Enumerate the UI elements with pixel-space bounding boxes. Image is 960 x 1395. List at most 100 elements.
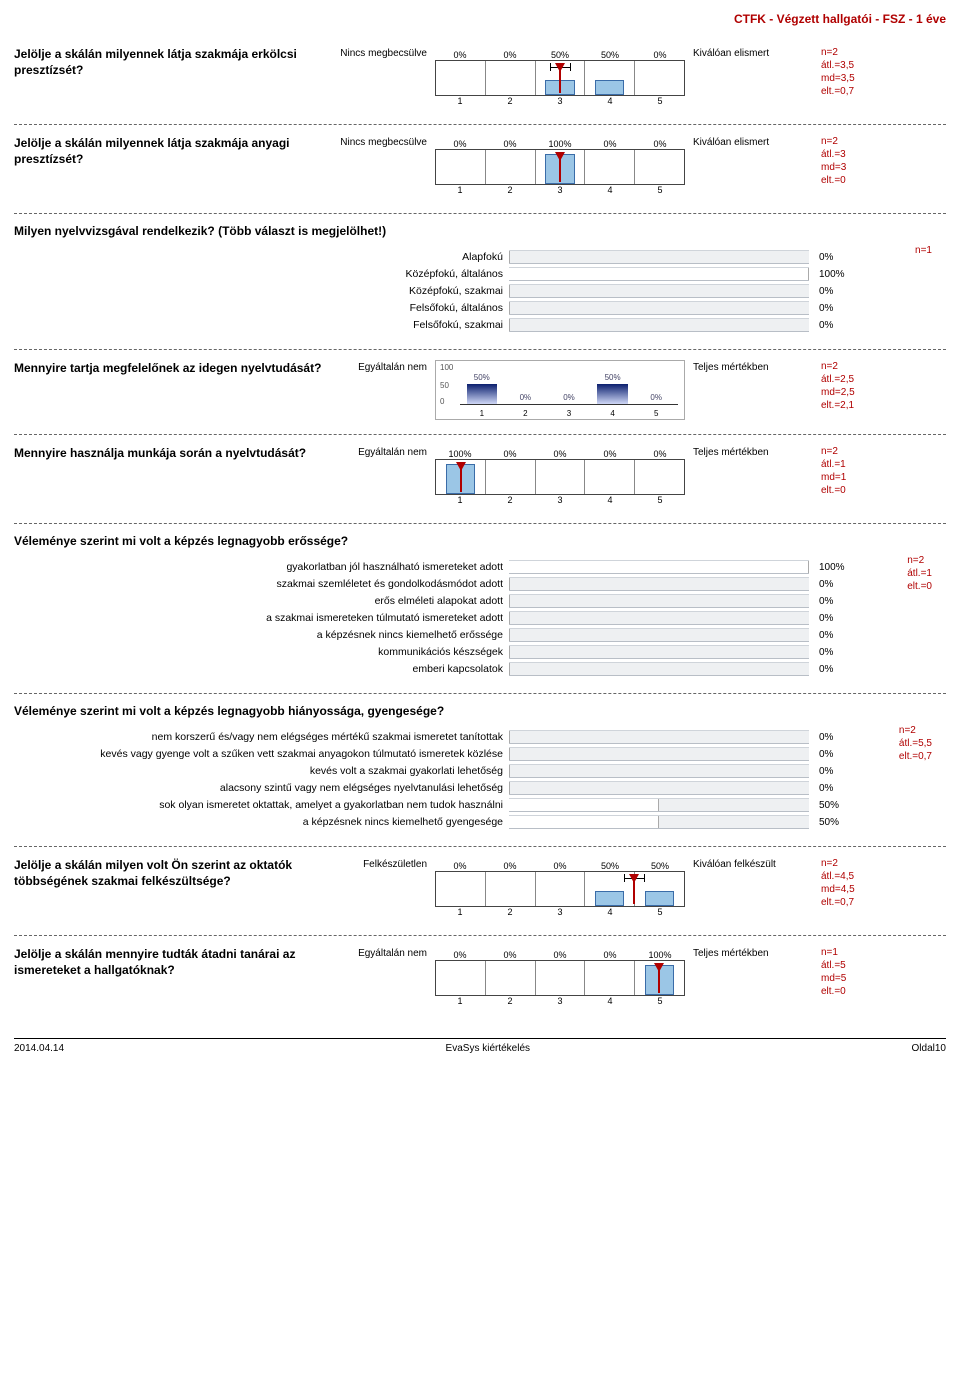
hbar-value: 0% — [809, 783, 859, 794]
list-item: Felsőfokú, szakmai 0% — [14, 318, 946, 332]
hbar-label: emberi kapcsolatok — [14, 663, 509, 675]
q6-question: Véleménye szerint mi volt a képzés legna… — [14, 534, 946, 548]
hbar-value: 50% — [809, 800, 859, 811]
hbar-value: 0% — [809, 664, 859, 675]
hbar-label: alacsony szintű vagy nem elégséges nyelv… — [14, 782, 509, 794]
q3-question: Milyen nyelvvizsgával rendelkezik? (Több… — [14, 224, 946, 238]
list-item: Felsőfokú, általános0% — [14, 301, 946, 315]
q2-left-label: Nincs megbecsülve — [337, 135, 427, 149]
q8-left-label: Felkészületlen — [337, 857, 427, 871]
q1-question: Jelölje a skálán milyennek látja szakmáj… — [14, 46, 329, 78]
q1-section: Jelölje a skálán milyennek látja szakmáj… — [14, 36, 946, 125]
q9-question: Jelölje a skálán mennyire tudták átadni … — [14, 946, 329, 978]
hbar-label: erős elméleti alapokat adott — [14, 595, 509, 607]
q1-stats: n=2átl.=3,5md=3,5elt.=0,7 — [821, 46, 901, 98]
hbar-track — [509, 815, 809, 829]
hbar-track — [509, 781, 809, 795]
q2-section: Jelölje a skálán milyennek látja szakmáj… — [14, 125, 946, 214]
q3-section: Milyen nyelvvizsgával rendelkezik? (Több… — [14, 214, 946, 350]
hbar-value: 0% — [809, 303, 859, 314]
q4-section: Mennyire tartja megfelelőnek az idegen n… — [14, 350, 946, 435]
footer-center: EvaSys kiértékelés — [446, 1043, 530, 1054]
q3-stats: n=1 — [915, 244, 932, 257]
hbar-label: szakmai szemléletet és gondolkodásmódot … — [14, 578, 509, 590]
footer-date: 2014.04.14 — [14, 1043, 64, 1054]
list-item: gyakorlatban jól használható ismereteket… — [14, 560, 946, 574]
hbar-label: Középfokú, szakmai — [14, 285, 509, 297]
list-item: a szakmai ismereteken túlmutató ismerete… — [14, 611, 946, 625]
q4-left-label: Egyáltalán nem — [337, 360, 427, 374]
list-item: kevés volt a szakmai gyakorlati lehetősé… — [14, 764, 946, 778]
list-item: sok olyan ismeretet oktattak, amelyet a … — [14, 798, 946, 812]
q5-question: Mennyire használja munkája során a nyelv… — [14, 445, 329, 461]
hbar-value: 0% — [809, 732, 859, 743]
footer-right: Oldal10 — [912, 1043, 946, 1054]
q2-right-label: Kiválóan elismert — [693, 135, 813, 149]
hbar-label: sok olyan ismeretet oktattak, amelyet a … — [14, 799, 509, 811]
hbar-track — [509, 250, 809, 264]
q3-list: Alapfokú0%Középfokú, általános100%Középf… — [14, 250, 946, 332]
q5-stats: n=2átl.=1md=1elt.=0 — [821, 445, 901, 497]
q9-section: Jelölje a skálán mennyire tudták átadni … — [14, 936, 946, 1024]
list-item: erős elméleti alapokat adott0% — [14, 594, 946, 608]
hbar-track — [509, 560, 809, 574]
hbar-value: 0% — [809, 286, 859, 297]
hbar-label: nem korszerű és/vagy nem elégséges mérté… — [14, 731, 509, 743]
q1-right-label: Kiválóan elismert — [693, 46, 813, 60]
hbar-label: Középfokú, általános — [14, 268, 509, 280]
hbar-track — [509, 628, 809, 642]
list-item: a képzésnek nincs kiemelhető gyengesége 5… — [14, 815, 946, 829]
q5-chart: 100%0%0%0%0%12345 — [435, 445, 685, 509]
q2-chart: 0%0%100%0%0%12345 — [435, 135, 685, 199]
q6-stats: n=2átl.=1elt.=0 — [907, 554, 932, 593]
hbar-track — [509, 267, 809, 281]
hbar-value: 50% — [809, 817, 859, 828]
list-item: kommunikációs készségek0% — [14, 645, 946, 659]
q8-right-label: Kiválóan felkészült — [693, 857, 813, 871]
list-item: Alapfokú0% — [14, 250, 946, 264]
hbar-track — [509, 318, 809, 332]
q2-question: Jelölje a skálán milyennek látja szakmáj… — [14, 135, 329, 167]
q2-stats: n=2átl.=3md=3elt.=0 — [821, 135, 901, 187]
q4-right-label: Teljes mértékben — [693, 360, 813, 374]
list-item: Középfokú, általános 100% — [14, 267, 946, 281]
list-item: kevés vagy gyenge volt a szűken vett sza… — [14, 747, 946, 761]
q7-question: Véleménye szerint mi volt a képzés legna… — [14, 704, 946, 718]
hbar-track — [509, 577, 809, 591]
hbar-label: a szakmai ismereteken túlmutató ismerete… — [14, 612, 509, 624]
hbar-value: 0% — [809, 613, 859, 624]
hbar-track — [509, 798, 809, 812]
hbar-label: kevés volt a szakmai gyakorlati lehetősé… — [14, 765, 509, 777]
hbar-track — [509, 594, 809, 608]
hbar-value: 0% — [809, 320, 859, 331]
q5-right-label: Teljes mértékben — [693, 445, 813, 459]
list-item: Középfokú, szakmai 0% — [14, 284, 946, 298]
hbar-value: 100% — [809, 562, 859, 573]
q7-section: Véleménye szerint mi volt a képzés legna… — [14, 694, 946, 847]
q9-right-label: Teljes mértékben — [693, 946, 813, 960]
q1-chart: 0%0%50%50%0%12345 — [435, 46, 685, 110]
q8-section: Jelölje a skálán milyen volt Ön szerint … — [14, 847, 946, 936]
hbar-label: a képzésnek nincs kiemelhető erőssége — [14, 629, 509, 641]
hbar-label: kevés vagy gyenge volt a szűken vett sza… — [14, 748, 509, 760]
hbar-track — [509, 730, 809, 744]
hbar-track — [509, 662, 809, 676]
hbar-label: gyakorlatban jól használható ismereteket… — [14, 561, 509, 573]
list-item: a képzésnek nincs kiemelhető erőssége 0% — [14, 628, 946, 642]
q9-left-label: Egyáltalán nem — [337, 946, 427, 960]
hbar-track — [509, 284, 809, 298]
list-item: szakmai szemléletet és gondolkodásmódot … — [14, 577, 946, 591]
hbar-value: 0% — [809, 579, 859, 590]
page-title: CTFK - Végzett hallgatói - FSZ - 1 éve — [14, 12, 946, 26]
q7-list: nem korszerű és/vagy nem elégséges mérté… — [14, 730, 946, 829]
hbar-label: Felsőfokú, szakmai — [14, 319, 509, 331]
q9-chart: 0%0%0%0%100%12345 — [435, 946, 685, 1010]
hbar-track — [509, 764, 809, 778]
hbar-value: 0% — [809, 630, 859, 641]
hbar-value: 100% — [809, 269, 859, 280]
q6-section: Véleménye szerint mi volt a képzés legna… — [14, 524, 946, 694]
hbar-value: 0% — [809, 647, 859, 658]
q4-question: Mennyire tartja megfelelőnek az idegen n… — [14, 360, 329, 376]
q4-stats: n=2átl.=2,5md=2,5elt.=2,1 — [821, 360, 901, 412]
hbar-label: a képzésnek nincs kiemelhető gyengesége — [14, 816, 509, 828]
